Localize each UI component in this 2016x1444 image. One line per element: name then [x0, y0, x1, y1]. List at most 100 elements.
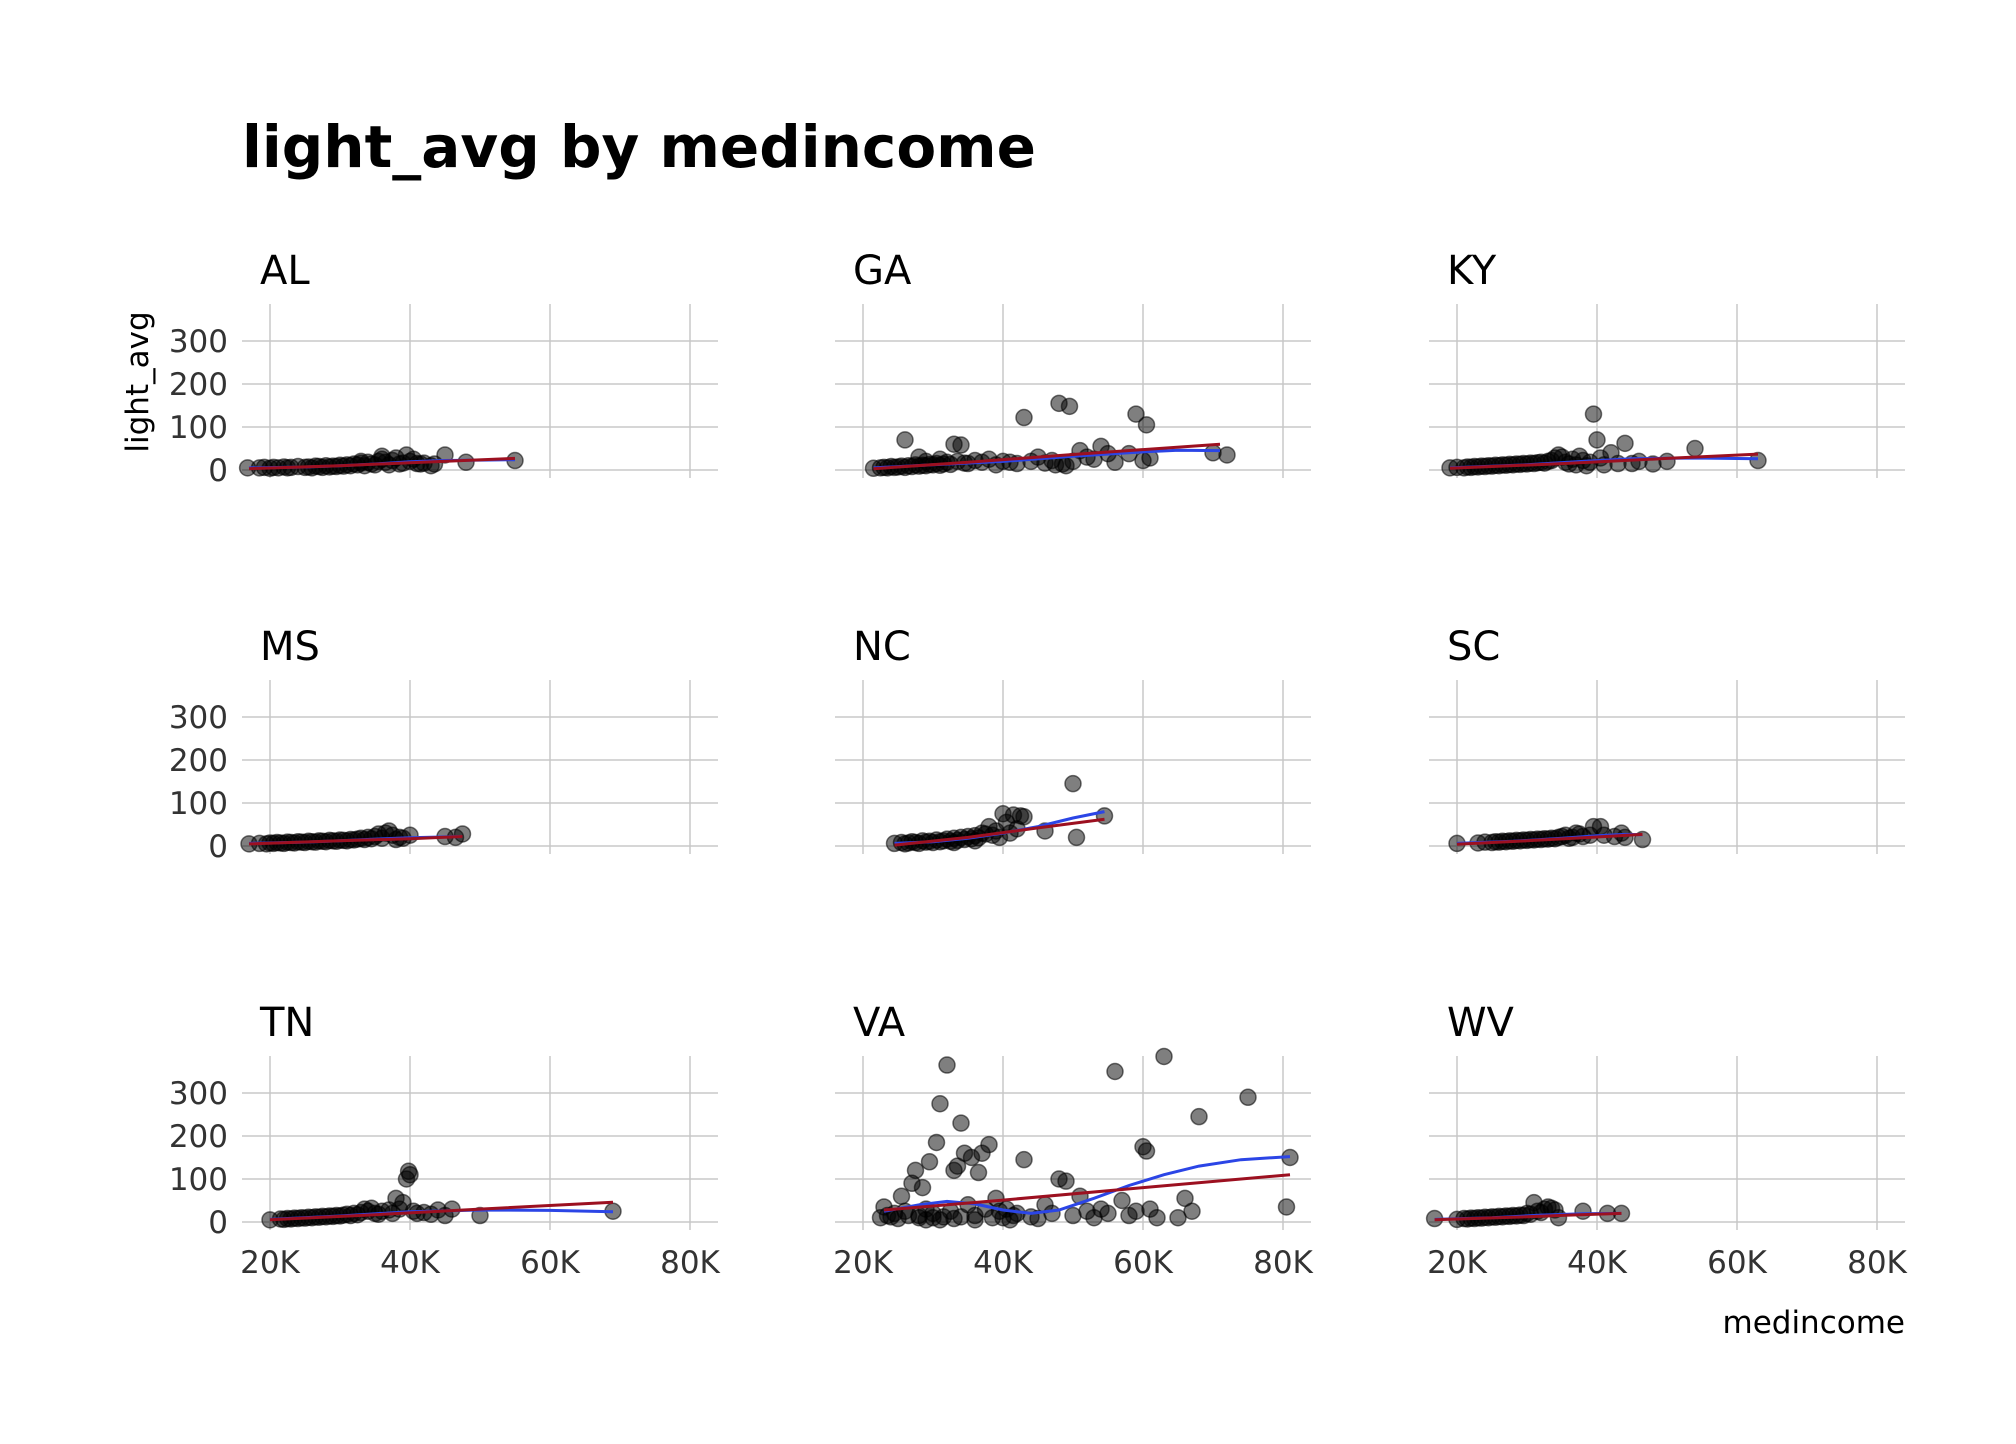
data-point — [969, 1163, 988, 1182]
y-tick-label: 100 — [169, 1162, 228, 1198]
data-point — [1616, 434, 1634, 453]
facet-label: AL — [260, 248, 310, 294]
facet-panel-ga: GA — [835, 248, 1311, 478]
lm-line — [1449, 452, 1759, 470]
x-tick-label: 60K — [1707, 1245, 1767, 1281]
y-tick-label: 200 — [169, 743, 228, 779]
data-point — [1658, 452, 1676, 471]
x-tick-label: 40K — [1567, 1245, 1627, 1281]
facet-panel-al: AL 0 100 200 300 — [169, 248, 718, 489]
data-point — [1015, 1150, 1033, 1169]
data-point — [952, 1208, 970, 1226]
data-point — [952, 1114, 970, 1132]
data-point — [1588, 431, 1606, 449]
data-point — [1137, 1142, 1156, 1160]
facet-label: GA — [853, 248, 912, 294]
facet-panel-sc: SC — [1429, 624, 1905, 854]
facet-label: NC — [853, 624, 911, 670]
y-axis-label: light_avg — [120, 311, 156, 452]
x-tick-label: 60K — [1113, 1245, 1173, 1281]
y-tick-label: 100 — [169, 786, 228, 822]
data-point — [1113, 1191, 1131, 1210]
data-point — [453, 825, 472, 843]
data-point — [352, 452, 370, 471]
facet-panel-tn: TN 0 100 200 300 20K 40K 60K 80K — [169, 1000, 721, 1281]
data-point — [892, 1187, 911, 1205]
data-point — [1015, 408, 1033, 427]
facet-label: MS — [260, 624, 320, 670]
facet-panel-ky: KY — [1429, 248, 1905, 478]
facet-label: KY — [1447, 248, 1497, 294]
y-tick-label: 200 — [169, 367, 228, 403]
data-point — [1155, 1047, 1173, 1066]
data-point — [457, 453, 475, 472]
data-point — [1137, 416, 1156, 434]
data-point — [896, 431, 914, 449]
y-tick-label: 200 — [169, 1119, 228, 1155]
loess-line — [883, 1155, 1291, 1215]
lm-line — [1456, 832, 1643, 846]
x-tick-label: 20K — [240, 1245, 300, 1281]
data-point — [931, 1095, 949, 1113]
data-point — [1099, 1204, 1117, 1223]
data-point — [1169, 1208, 1187, 1227]
data-point — [1183, 1202, 1201, 1220]
x-tick-label: 40K — [973, 1245, 1033, 1281]
facet-label: WV — [1447, 1000, 1515, 1046]
data-point — [1106, 453, 1124, 472]
y-tick-label: 0 — [208, 1205, 228, 1241]
lm-line — [1434, 1211, 1622, 1222]
x-tick-label: 20K — [1427, 1245, 1487, 1281]
data-point — [1584, 405, 1603, 423]
data-point — [1749, 451, 1767, 470]
facet-panel-wv: WV 20K 40K 60K 80K — [1425, 1000, 1908, 1281]
data-point — [1064, 774, 1082, 793]
data-point — [1190, 1107, 1208, 1126]
data-point — [1106, 1062, 1124, 1081]
x-axis-label: medincome — [1723, 1305, 1906, 1341]
data-point — [980, 1135, 998, 1154]
data-point — [920, 1153, 939, 1171]
facet-label: TN — [259, 1000, 314, 1046]
data-point — [436, 446, 454, 464]
data-point — [1057, 1172, 1075, 1190]
data-point — [1127, 405, 1145, 423]
data-point — [1574, 1202, 1592, 1220]
data-point — [938, 1056, 956, 1074]
y-tick-label: 300 — [169, 324, 228, 360]
facet-panel-ms: MS 0 100 200 300 — [169, 624, 718, 865]
data-point — [1686, 439, 1704, 458]
y-tick-label: 0 — [208, 829, 228, 865]
lm-line — [873, 442, 1221, 471]
data-point — [913, 1178, 932, 1197]
x-tick-label: 20K — [833, 1245, 893, 1281]
lm-line — [248, 835, 463, 846]
x-tick-label: 80K — [1847, 1245, 1907, 1281]
data-point — [1549, 1208, 1568, 1227]
lm-line — [248, 456, 516, 471]
data-point — [1218, 446, 1236, 464]
lm-line — [894, 817, 1105, 847]
data-point — [1060, 397, 1079, 416]
data-point — [927, 1133, 946, 1152]
x-tick-label: 80K — [1253, 1245, 1313, 1281]
data-point — [966, 1211, 984, 1229]
x-tick-label: 80K — [660, 1245, 720, 1281]
lm-line — [269, 1200, 614, 1222]
facet-label: VA — [853, 1000, 906, 1046]
y-tick-label: 0 — [208, 453, 228, 489]
data-point — [1015, 808, 1033, 826]
data-point — [906, 1161, 925, 1180]
x-tick-label: 40K — [380, 1245, 440, 1281]
data-point — [401, 1165, 419, 1184]
facet-panel-nc: NC — [835, 624, 1311, 854]
data-point — [1148, 1208, 1166, 1227]
data-point — [1067, 828, 1086, 847]
data-point — [1043, 1204, 1061, 1223]
y-tick-label: 300 — [169, 700, 228, 736]
facet-label: SC — [1447, 624, 1500, 670]
y-tick-label: 100 — [169, 410, 228, 446]
data-point — [952, 436, 970, 454]
